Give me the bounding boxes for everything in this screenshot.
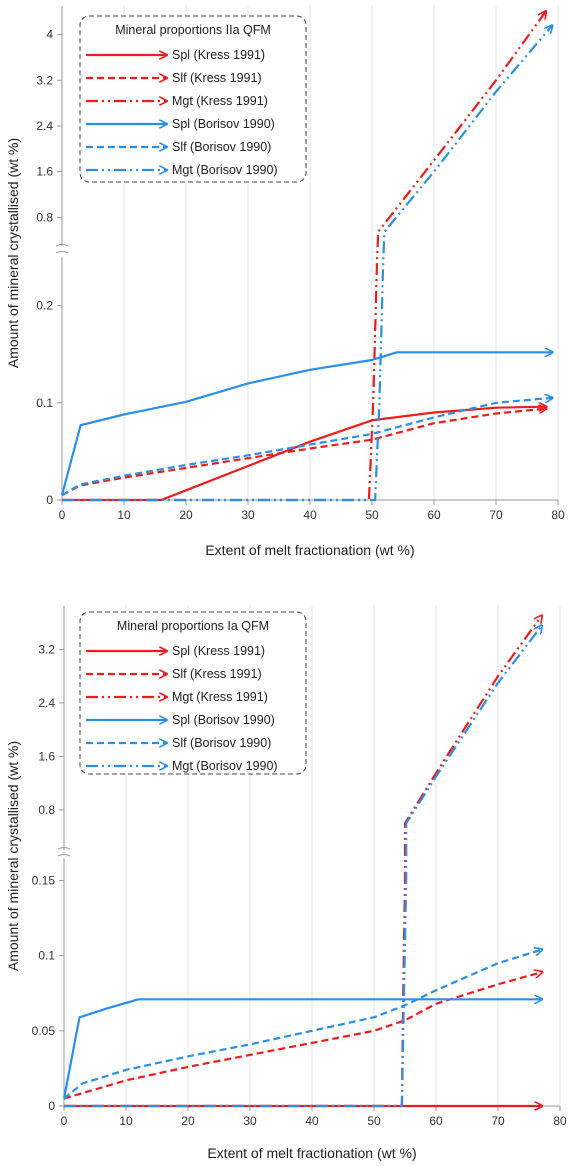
legend-entry-label: Mgt (Kress 1991) <box>172 690 268 704</box>
y-axis-title: Amount of mineral crystallised (wt %) <box>5 138 21 368</box>
legend: Mineral proportions Ia QFM Spl (Kress 199… <box>79 611 307 775</box>
x-tick-label: 50 <box>365 508 379 522</box>
series-line-borisov-spl <box>60 352 552 496</box>
x-tick-label: 0 <box>59 508 66 522</box>
y-tick-label: 2.4 <box>38 696 55 710</box>
y-tick-label: 0 <box>48 1099 55 1113</box>
legend-box <box>79 611 307 775</box>
y-axis-break-mark <box>55 244 69 254</box>
y-tick-label: 2.4 <box>36 119 53 133</box>
y-tick-label: 1.6 <box>36 165 53 179</box>
y-tick-label: 1.6 <box>38 749 55 763</box>
legend-entry-label: Slf (Borisov 1990) <box>172 736 271 750</box>
x-tick-label: 10 <box>117 508 131 522</box>
legend-entry-label: Slf (Kress 1991) <box>172 71 262 85</box>
x-tick-label: 10 <box>119 1114 133 1128</box>
x-tick-label: 70 <box>489 508 503 522</box>
series-line-kress-mgt <box>62 12 546 502</box>
series-line-borisov-slf <box>63 950 541 1100</box>
y-tick-label: 3.2 <box>36 73 53 87</box>
series-line-kress-spl <box>62 407 546 502</box>
legend-entry-label: Spl (Kress 1991) <box>172 48 265 62</box>
y-tick-label: 3.2 <box>38 642 55 656</box>
y-tick-label: 0.2 <box>36 299 53 313</box>
series-line-borisov-spl <box>62 999 541 1099</box>
x-tick-label: 30 <box>241 508 255 522</box>
y-tick-label: 0.15 <box>32 874 56 888</box>
y-tick-label: 0.8 <box>38 803 55 817</box>
y-tick-label: 0.1 <box>38 949 55 963</box>
series-line-kress-slf <box>63 972 541 1100</box>
y-axis-break-mark <box>57 847 71 857</box>
series-line-borisov-mgt <box>62 26 552 502</box>
legend-title: Mineral proportions IIa QFM <box>115 23 271 37</box>
series-line-kress-mgt <box>64 616 541 1108</box>
legend-entry-label: Spl (Borisov 1990) <box>172 713 275 727</box>
series-line-borisov-slf <box>61 398 552 497</box>
x-tick-label: 0 <box>61 1114 68 1128</box>
y-tick-label: 0 <box>46 493 53 507</box>
legend-entry-label: Spl (Borisov 1990) <box>172 117 275 131</box>
legend-box <box>79 15 307 183</box>
legend-entry-label: Mgt (Borisov 1990) <box>172 163 278 177</box>
y-axis-title: Amount of mineral crystallised (wt %) <box>5 741 21 971</box>
x-tick-label: 30 <box>243 1114 257 1128</box>
x-tick-label: 80 <box>551 508 565 522</box>
y-tick-label: 0.05 <box>32 1024 56 1038</box>
x-tick-label: 60 <box>427 508 441 522</box>
legend-entry-label: Spl (Kress 1991) <box>172 644 265 658</box>
x-axis-title: Extent of melt fractionation (wt %) <box>205 542 414 558</box>
x-tick-label: 70 <box>491 1114 505 1128</box>
chart-panel-1: 0 10 20 30 40 50 60 70 80 0 0.1 0.2 0.8 1.6 2.4 3.2 4 Ext… <box>5 6 565 558</box>
x-tick-label: 80 <box>553 1114 567 1128</box>
x-axis-title: Extent of melt fractionation (wt %) <box>207 1145 416 1161</box>
x-tick-label: 60 <box>429 1114 443 1128</box>
x-tick-label: 20 <box>181 1114 195 1128</box>
legend-entry-label: Slf (Borisov 1990) <box>172 140 271 154</box>
series-line-kress-slf <box>61 409 546 497</box>
x-tick-label: 20 <box>179 508 193 522</box>
series-line-borisov-mgt <box>64 626 541 1108</box>
chart-panel-2: 0 10 20 30 40 50 60 70 80 0 0.05 0.1 0.15 0.8 1.6 2.4 3.… <box>5 606 567 1161</box>
legend-entry-label: Mgt (Borisov 1990) <box>172 759 278 773</box>
x-tick-label: 50 <box>367 1114 381 1128</box>
legend-title: Mineral proportions Ia QFM <box>117 619 269 633</box>
legend: Mineral proportions IIa QFM Spl (Kress 19… <box>79 15 307 183</box>
x-tick-label: 40 <box>303 508 317 522</box>
legend-entry-label: Mgt (Kress 1991) <box>172 94 268 108</box>
x-tick-label: 40 <box>305 1114 319 1128</box>
y-tick-label: 4 <box>46 28 53 42</box>
y-tick-label: 0.1 <box>36 396 53 410</box>
legend-entry-label: Slf (Kress 1991) <box>172 667 262 681</box>
y-tick-label: 0.8 <box>36 210 53 224</box>
